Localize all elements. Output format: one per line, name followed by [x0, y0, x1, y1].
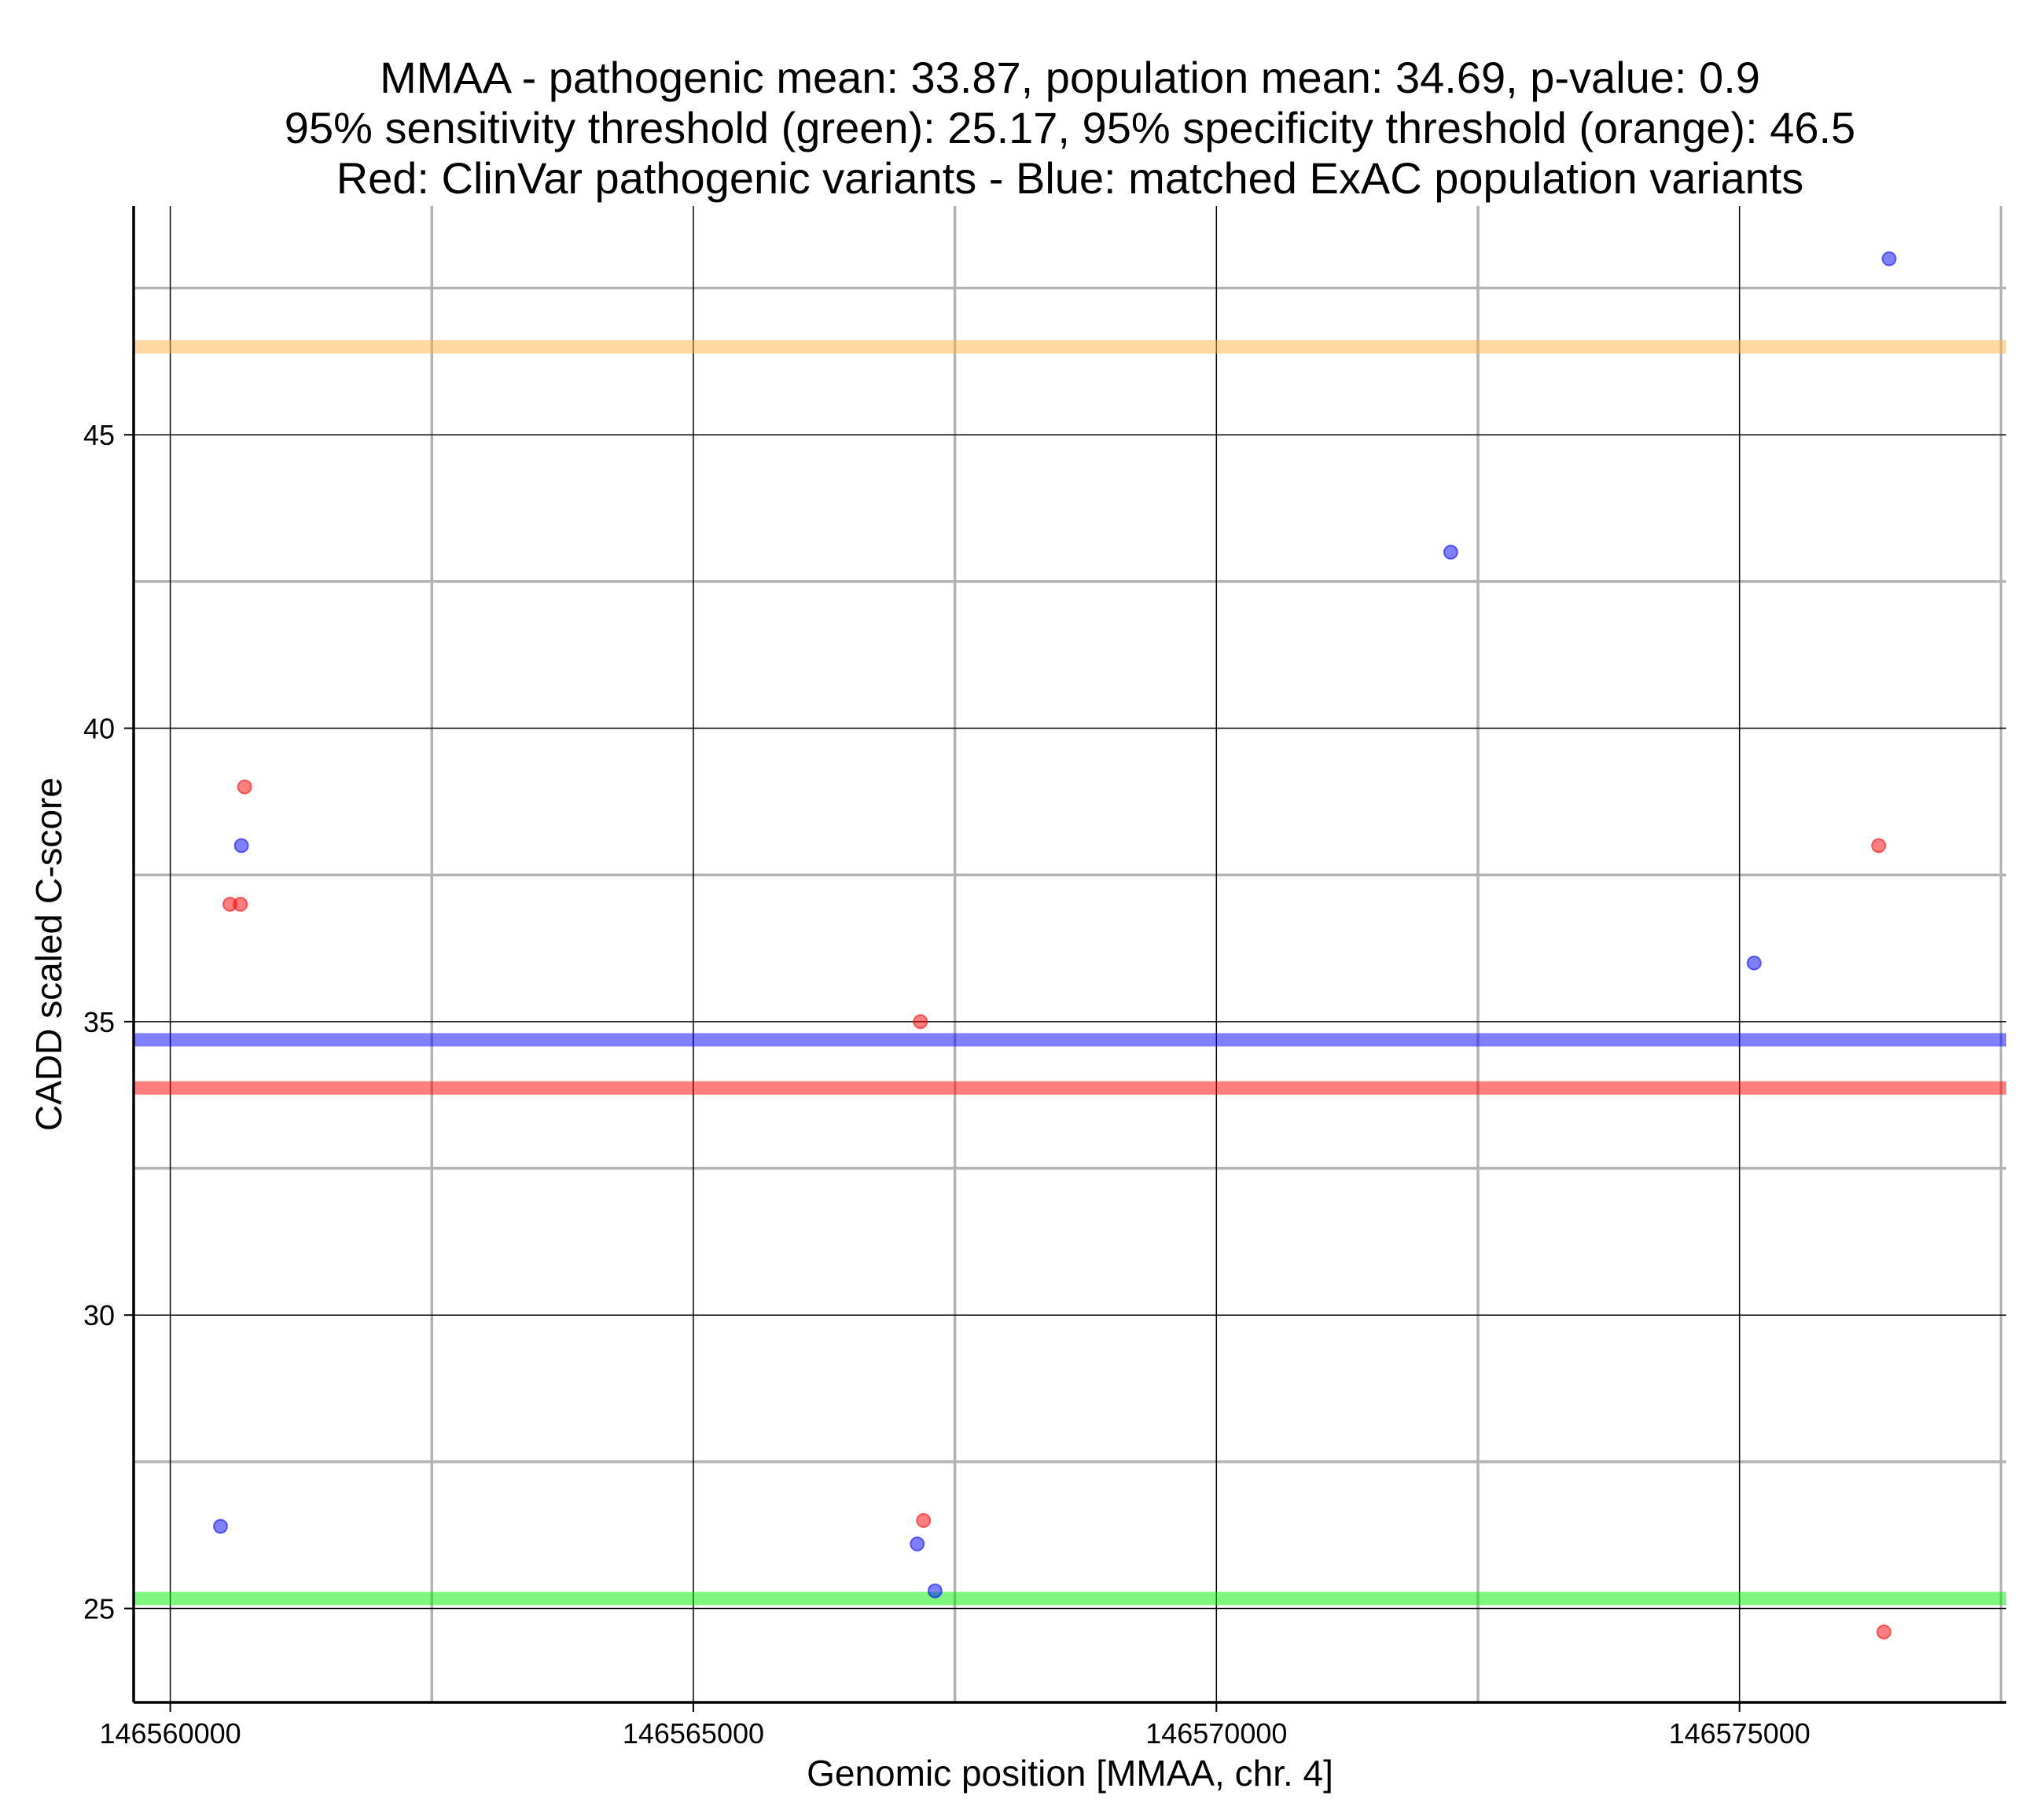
x-axis-title: Genomic position [MMAA, chr. 4]	[807, 1753, 1333, 1794]
data-point	[1876, 1624, 1891, 1640]
title-line-1: MMAA - pathogenic mean: 33.87, populatio…	[380, 53, 1760, 102]
y-axis-title: CADD scaled C-score	[28, 777, 69, 1131]
x-tick-label: 146565000	[623, 1717, 764, 1750]
data-point	[1443, 545, 1458, 560]
x-tick-label: 146560000	[99, 1717, 241, 1750]
data-point	[237, 779, 252, 795]
y-tick-label: 45	[83, 419, 115, 451]
data-point	[1871, 838, 1887, 854]
y-tick-label: 30	[83, 1299, 115, 1331]
y-tick-label: 25	[83, 1593, 115, 1625]
data-point	[233, 838, 249, 854]
x-tick-label: 146575000	[1669, 1717, 1811, 1750]
data-point	[913, 1014, 928, 1030]
title-line-2: 95% sensitivity threshold (green): 25.17…	[285, 103, 1855, 152]
y-tick-label: 40	[83, 713, 115, 745]
data-point	[233, 897, 248, 913]
y-tick-label: 35	[83, 1006, 115, 1038]
data-point	[927, 1583, 943, 1599]
data-point	[1746, 955, 1762, 971]
axis-ticks: 146560000 146565000 146570000 146575000 25 30…	[83, 419, 1811, 1750]
x-tick-label: 146570000	[1145, 1717, 1287, 1750]
title-line-3: Red: ClinVar pathogenic variants - Blue:…	[336, 153, 1804, 203]
grid-lines	[134, 206, 2006, 1702]
data-points	[212, 251, 1897, 1640]
chart-title: MMAA - pathogenic mean: 33.87, populatio…	[285, 53, 1855, 203]
axes	[132, 206, 2006, 1704]
threshold-lines	[134, 340, 2006, 1606]
data-point	[212, 1518, 228, 1534]
data-point	[916, 1513, 932, 1529]
data-point	[1881, 251, 1897, 266]
data-point	[910, 1536, 925, 1551]
